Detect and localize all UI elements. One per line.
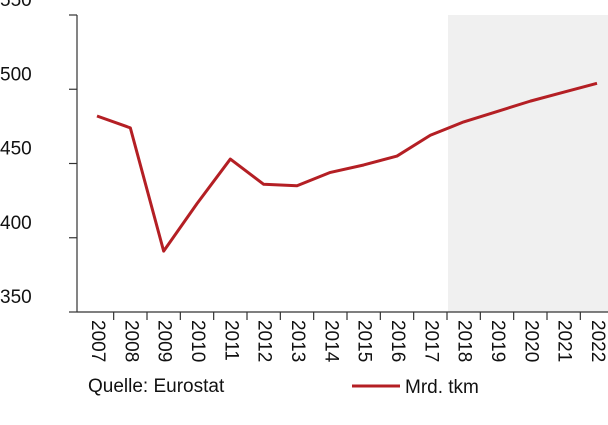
y-tick-label: 550 bbox=[0, 0, 32, 11]
forecast-shade bbox=[448, 15, 608, 312]
x-tick-label: 2022 bbox=[587, 320, 608, 362]
x-tick-label: 2018 bbox=[454, 320, 475, 362]
x-tick-label: 2016 bbox=[387, 320, 408, 362]
x-tick-label: 2014 bbox=[320, 320, 341, 363]
x-tick-label: 2007 bbox=[87, 320, 108, 362]
x-tick-label: 2012 bbox=[254, 320, 275, 362]
x-tick-label: 2015 bbox=[354, 320, 375, 362]
x-tick-label: 2011 bbox=[220, 320, 241, 361]
x-tick-label: 2020 bbox=[520, 320, 541, 362]
x-tick-label: 2008 bbox=[120, 320, 141, 362]
line bbox=[96, 81, 598, 253]
y-tick-label: 450 bbox=[0, 139, 32, 160]
x-tick-label: 2021 bbox=[554, 320, 575, 362]
x-tick-label: 2019 bbox=[487, 320, 508, 362]
x-tick-label: 2009 bbox=[154, 320, 175, 362]
x-tick-label: 2017 bbox=[420, 320, 441, 362]
y-tick-label: 350 bbox=[0, 287, 32, 308]
x-tick-label: 2010 bbox=[187, 320, 208, 362]
y-tick-label: 400 bbox=[0, 213, 32, 234]
source: Quelle: Eurostat bbox=[88, 376, 225, 397]
legend-label: Mrd. tkm bbox=[405, 377, 479, 398]
x-tick-label: 2013 bbox=[287, 320, 308, 362]
y-tick-label: 500 bbox=[0, 64, 32, 85]
